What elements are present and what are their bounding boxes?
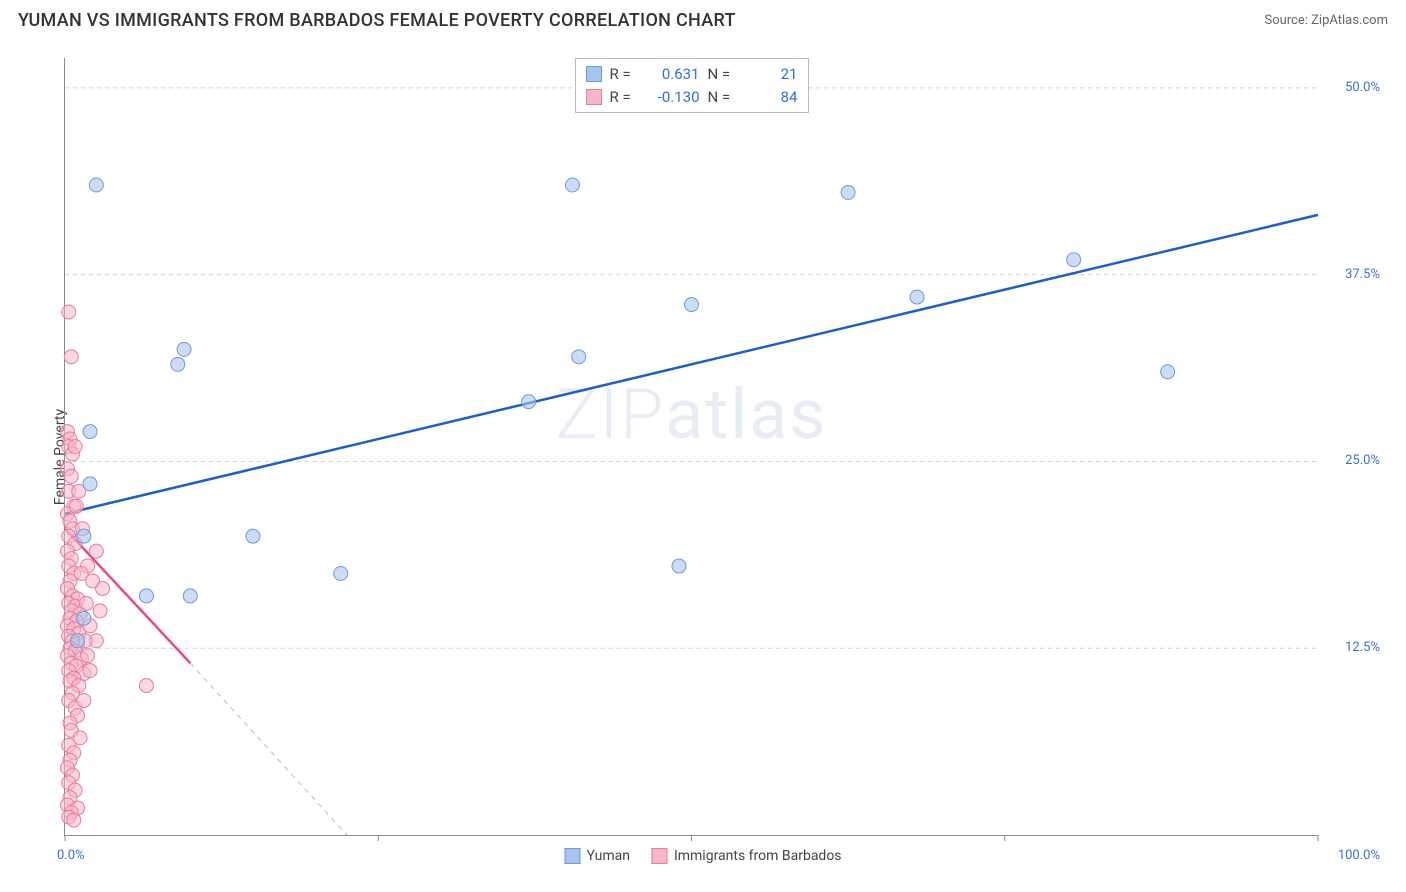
legend: Yuman Immigrants from Barbados: [564, 848, 841, 864]
chart-source: Source: ZipAtlas.com: [1264, 13, 1388, 28]
stats-row-1: R = 0.631 N = 21: [586, 63, 798, 86]
y-tick-label: 12.5%: [1345, 640, 1380, 655]
chart-title: YUMAN VS IMMIGRANTS FROM BARBADOS FEMALE…: [18, 10, 736, 31]
chart-header: YUMAN VS IMMIGRANTS FROM BARBADOS FEMALE…: [0, 0, 1406, 37]
legend-label-1: Yuman: [586, 848, 629, 864]
y-tick-label: 37.5%: [1345, 267, 1380, 282]
plot-svg: [65, 58, 1318, 835]
legend-label-2: Immigrants from Barbados: [674, 848, 842, 864]
swatch-series2: [586, 89, 602, 105]
x-min-label: 0.0%: [57, 848, 85, 863]
x-max-label: 100.0%: [1338, 848, 1380, 863]
chart-container: Female Poverty ZIPatlas R = 0.631 N = 21…: [18, 40, 1388, 874]
y-tick-label: 25.0%: [1345, 453, 1380, 468]
correlation-stats-box: R = 0.631 N = 21 R = -0.130 N = 84: [575, 58, 809, 113]
legend-swatch-2: [652, 848, 668, 864]
y-tick-label: 50.0%: [1345, 80, 1380, 95]
plot-area: ZIPatlas R = 0.631 N = 21 R = -0.130 N =…: [64, 58, 1318, 836]
stats-row-2: R = -0.130 N = 84: [586, 86, 798, 109]
legend-swatch-1: [564, 848, 580, 864]
legend-item-2: Immigrants from Barbados: [652, 848, 842, 864]
swatch-series1: [586, 66, 602, 82]
legend-item-1: Yuman: [564, 848, 629, 864]
